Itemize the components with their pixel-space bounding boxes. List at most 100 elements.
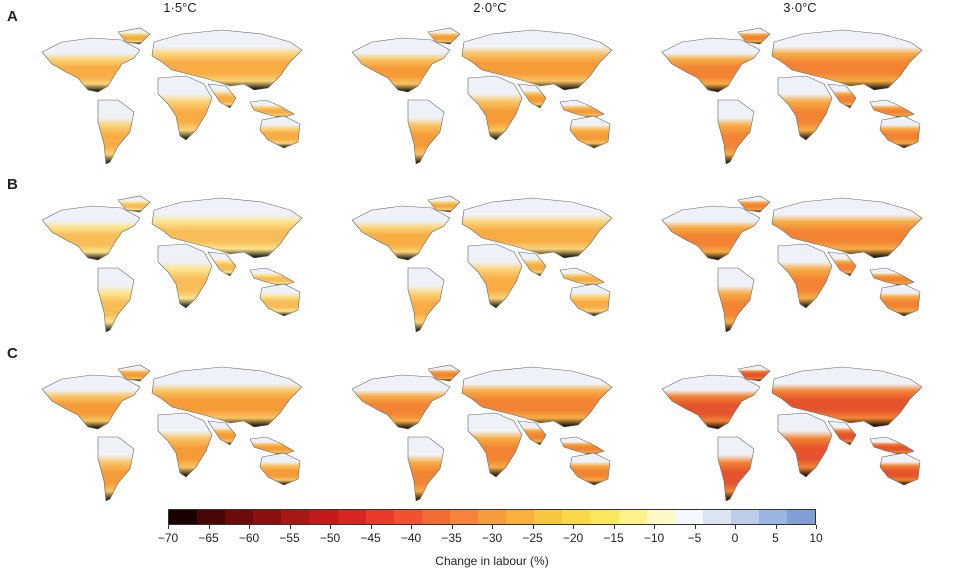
colorbar-segment (393, 510, 422, 524)
colorbar-segment (674, 510, 703, 524)
colorbar-segment (253, 510, 282, 524)
land-shape (207, 420, 237, 446)
land-shape (569, 452, 611, 486)
colorbar-segment (646, 510, 675, 524)
land-shape (249, 267, 295, 287)
land-shape (661, 205, 761, 261)
colorbar-segment (478, 510, 507, 524)
colorbar-segment (758, 510, 788, 524)
colorbar (168, 509, 816, 525)
map-panel-b-2 (332, 182, 632, 332)
land-shape (259, 283, 301, 317)
land-shape (517, 251, 547, 277)
land-shape (869, 267, 915, 287)
colorbar-segment (730, 510, 759, 524)
colorbar-ticks: −70 −65 −60 −55 −50 −45 −40 −35 −30 −25 −20 −15 −10−… (158, 525, 823, 549)
colorbar-tick (573, 525, 574, 529)
land-shape (777, 243, 833, 309)
colorbar-segment (506, 510, 535, 524)
colorbar-tick (532, 525, 534, 529)
land-shape (151, 197, 303, 259)
colorbar-segment (225, 510, 254, 524)
map-panel-b-1 (22, 182, 322, 332)
colorbar-segment (787, 510, 816, 524)
land-shape (569, 283, 611, 317)
colorbar-tick (816, 525, 817, 529)
land-shape (467, 412, 523, 478)
land-shape (157, 75, 213, 141)
land-shape (467, 243, 523, 309)
colorbar-tick-label: −10 (643, 531, 665, 545)
land-shape (661, 374, 761, 430)
colorbar-segment (281, 510, 310, 524)
land-shape (461, 29, 613, 91)
land-shape (117, 364, 151, 382)
colorbar-tick-label: −15 (603, 531, 624, 545)
colorbar-tick (370, 525, 372, 529)
land-shape (351, 37, 451, 93)
land-shape (771, 366, 923, 428)
land-shape (717, 436, 755, 501)
land-shape (771, 197, 923, 259)
colorbar-tick-label: −50 (319, 531, 341, 545)
land-shape (869, 436, 915, 456)
land-shape (827, 251, 857, 277)
land-shape (117, 195, 151, 213)
land-shape (461, 197, 613, 259)
land-shape (207, 251, 237, 277)
colorbar-segment (590, 510, 619, 524)
land-shape (879, 115, 921, 149)
land-shape (351, 205, 451, 261)
map-panel-c-3 (642, 351, 942, 501)
land-shape (427, 364, 461, 382)
land-shape (517, 420, 547, 446)
land-shape (569, 115, 611, 149)
land-shape (827, 420, 857, 446)
colorbar-segment (618, 510, 647, 524)
land-shape (737, 195, 771, 213)
land-shape (737, 27, 771, 45)
land-shape (249, 436, 295, 456)
colorbar-segment (562, 510, 591, 524)
colorbar-segment (197, 510, 226, 524)
land-shape (151, 366, 303, 428)
land-shape (661, 37, 761, 93)
land-shape (97, 267, 135, 332)
colorbar-tick (492, 525, 493, 529)
map-panel-a-3 (642, 14, 942, 164)
column-title-1-5: 1·5°C (163, 0, 197, 15)
colorbar-tick (208, 525, 210, 529)
map-panel-c-2 (332, 351, 632, 501)
land-shape (351, 374, 451, 430)
colorbar-tick (451, 525, 453, 529)
map-panel-a-2 (332, 14, 632, 164)
land-shape (41, 374, 141, 430)
column-title-3-0: 3·0°C (783, 0, 817, 15)
colorbar-tick-label: 0 (731, 531, 739, 545)
land-shape (157, 243, 213, 309)
colorbar-tick-label: −30 (481, 531, 503, 545)
colorbar-tick (330, 525, 331, 529)
colorbar-tick-label: −20 (562, 531, 584, 545)
colorbar-tick (775, 525, 777, 529)
land-shape (97, 99, 135, 164)
colorbar-segment (449, 510, 479, 524)
land-shape (771, 29, 923, 91)
colorbar-tick (411, 525, 412, 529)
row-label-c: C (7, 345, 18, 362)
colorbar-tick-label: −65 (198, 531, 219, 545)
colorbar-segment (534, 510, 563, 524)
land-shape (207, 83, 237, 109)
colorbar-segment (365, 510, 394, 524)
land-shape (249, 99, 295, 119)
colorbar-segment (169, 510, 198, 524)
land-shape (41, 205, 141, 261)
colorbar-tick (168, 525, 169, 529)
colorbar-tick-label: −25 (522, 531, 543, 545)
map-panel-c-1 (22, 351, 322, 501)
colorbar-tick-label: −5 (687, 531, 702, 545)
land-shape (717, 99, 755, 164)
land-shape (777, 75, 833, 141)
colorbar-tick-label: 10 (809, 531, 823, 545)
row-label-a: A (7, 8, 18, 25)
